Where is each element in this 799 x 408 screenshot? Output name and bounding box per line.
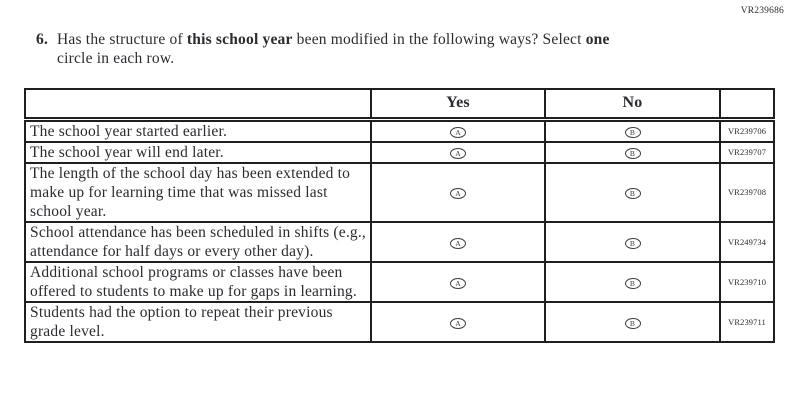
- question-number: 6.: [36, 31, 49, 48]
- table-row: School attendance has been scheduled in …: [24, 220, 775, 263]
- no-option-cell: B: [544, 161, 721, 223]
- yes-option-cell: A: [370, 260, 546, 303]
- yes-answer-bubble[interactable]: A: [450, 317, 466, 329]
- question-bold-text: one: [585, 31, 610, 48]
- row-code: VR239708: [719, 161, 775, 223]
- header-no: No: [544, 88, 721, 122]
- no-answer-bubble[interactable]: B: [624, 188, 641, 199]
- question-text: Has the structure of this school year be…: [57, 30, 610, 68]
- table-row: Additional school programs or classes ha…: [24, 260, 775, 303]
- no-option-cell: B: [544, 220, 721, 263]
- no-answer-bubble[interactable]: B: [624, 317, 641, 329]
- yes-answer-bubble[interactable]: A: [450, 148, 466, 159]
- header-row: Yes No: [24, 88, 775, 122]
- row-code: VR239706: [719, 118, 775, 143]
- no-option-cell: B: [544, 260, 721, 303]
- question-bold-text: this school year: [186, 31, 293, 48]
- row-statement: The school year started earlier.: [24, 118, 372, 143]
- header-yes: Yes: [370, 88, 546, 122]
- question-plain-text: Has the structure of: [57, 31, 187, 48]
- row-statement: Additional school programs or classes ha…: [24, 260, 372, 303]
- table-row: The school year will end later. A B VR23970…: [24, 140, 775, 164]
- row-statement: The school year will end later.: [24, 140, 372, 164]
- row-code: VR239707: [719, 140, 775, 164]
- yes-answer-bubble[interactable]: A: [450, 277, 466, 289]
- table-row: The length of the school day has been ex…: [24, 161, 775, 223]
- no-answer-bubble[interactable]: B: [624, 148, 641, 159]
- no-answer-bubble[interactable]: B: [624, 277, 641, 289]
- yes-option-cell: A: [370, 161, 546, 223]
- row-statement: School attendance has been scheduled in …: [24, 220, 372, 263]
- form-code-top: VR239686: [740, 6, 784, 16]
- row-statement: Students had the option to repeat their …: [24, 300, 372, 343]
- no-answer-bubble[interactable]: B: [624, 237, 641, 249]
- table-body: The school year started earlier. A B VR2397…: [24, 118, 775, 343]
- yes-option-cell: A: [370, 118, 546, 143]
- question-plain-text: been modified in the following ways? Sel…: [292, 31, 586, 48]
- table-row: Students had the option to repeat their …: [24, 300, 775, 343]
- questionnaire-table: Yes No The school year started earlier. A…: [24, 88, 775, 343]
- row-code: VR249734: [719, 220, 775, 263]
- row-code: VR239711: [719, 300, 775, 343]
- no-answer-bubble[interactable]: B: [624, 127, 641, 138]
- question-block: 6. Has the structure of this school year…: [36, 30, 610, 68]
- no-option-cell: B: [544, 118, 721, 143]
- yes-answer-bubble[interactable]: A: [450, 237, 466, 249]
- question-line2: circle in each row.: [57, 50, 175, 67]
- no-option-cell: B: [544, 140, 721, 164]
- yes-option-cell: A: [370, 300, 546, 343]
- row-statement: The length of the school day has been ex…: [24, 161, 372, 223]
- yes-option-cell: A: [370, 140, 546, 164]
- table-row: The school year started earlier. A B VR2397…: [24, 118, 775, 143]
- header-blank: [24, 88, 372, 122]
- yes-answer-bubble[interactable]: A: [450, 188, 466, 199]
- header-code-blank: [719, 88, 775, 122]
- row-code: VR239710: [719, 260, 775, 303]
- yes-answer-bubble[interactable]: A: [450, 127, 466, 138]
- question-line1: Has the structure of this school year be…: [57, 30, 610, 49]
- yes-option-cell: A: [370, 220, 546, 263]
- no-option-cell: B: [544, 300, 721, 343]
